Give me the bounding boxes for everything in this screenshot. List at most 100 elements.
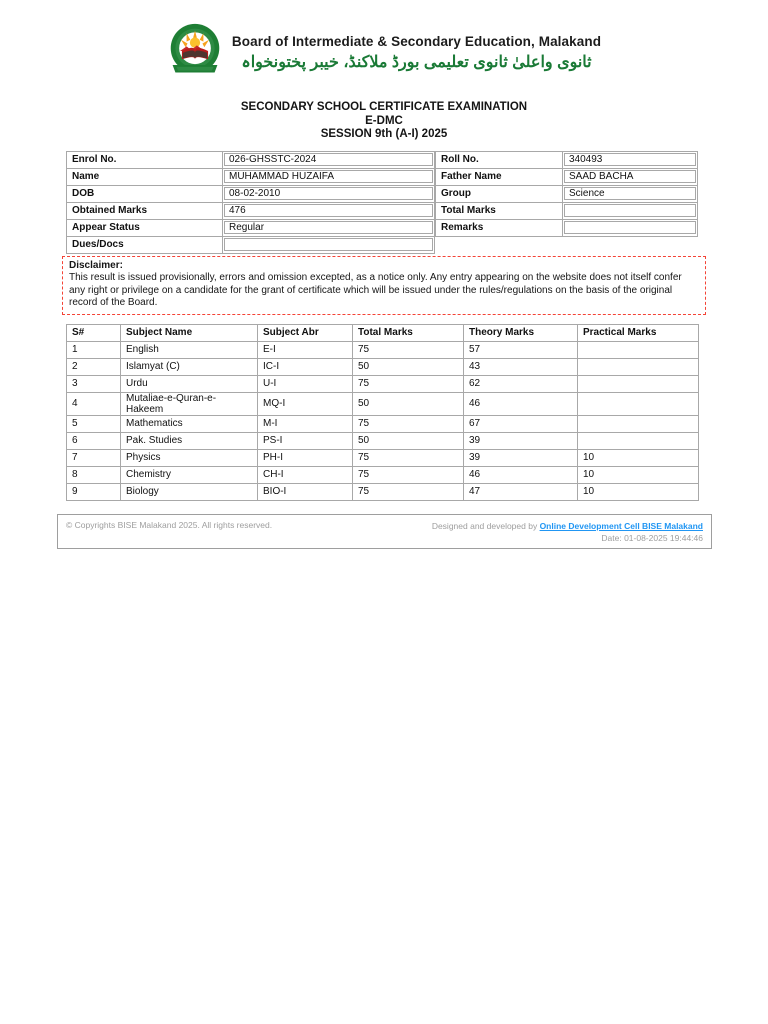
marks-row: 2 Islamyat (C) IC-I 50 43 (66, 357, 699, 376)
info-label: Father Name (435, 167, 563, 186)
marks-cell: Islamyat (C) (120, 357, 258, 376)
marks-row: 8 Chemistry CH-I 75 46 10 (66, 465, 699, 484)
marks-cell: 43 (463, 357, 578, 376)
marks-cell (577, 374, 699, 393)
session-title: SESSION 9th (A-I) 2025 (320, 128, 448, 140)
info-value: SAAD BACHA (564, 170, 696, 183)
student-info-section: Enrol No. 026-GHSSTC-2024 Name MUHAMMAD HUZ… (66, 150, 768, 254)
marks-cell: CH-I (257, 465, 353, 484)
info-value-cell: Science (562, 184, 698, 203)
online-development-cell-link[interactable]: Online Development Cell BISE Malakand (539, 520, 703, 531)
disclaimer-text: This result is issued provisionally, err… (69, 272, 682, 308)
info-row: DOB 08-02-2010 (66, 184, 435, 203)
marks-cell: 46 (463, 391, 578, 416)
marks-cell: 50 (352, 357, 464, 376)
marks-cell: PH-I (257, 448, 353, 467)
marks-cell: E-I (257, 340, 353, 359)
board-titles: Board of Intermediate & Secondary Educat… (232, 22, 601, 72)
info-label: Appear Status (66, 218, 223, 237)
marks-cell: 10 (577, 448, 699, 467)
marks-cell: 3 (66, 374, 121, 393)
marks-cell: IC-I (257, 357, 353, 376)
marks-cell: 57 (463, 340, 578, 359)
info-value-cell: SAAD BACHA (562, 167, 698, 186)
marks-cell: 5 (66, 414, 121, 433)
bise-malakand-logo-icon (170, 23, 220, 73)
marks-table: S# Subject Name Subject Abr Total Marks Theo… (66, 323, 699, 501)
board-name-urdu: ثانوی واعلیٰ ثانوی تعلیمی بورڈ ملاکنڈ، خ… (241, 54, 592, 71)
info-value-cell: Regular (222, 218, 435, 237)
board-name: Board of Intermediate & Secondary Educat… (231, 34, 602, 49)
info-row: Group Science (435, 184, 698, 203)
info-value-cell: 026-GHSSTC-2024 (222, 150, 435, 169)
student-info-table-right: Roll No. 340493 Father Name SAAD BACHA Group… (435, 150, 698, 237)
marks-cell: 75 (352, 465, 464, 484)
marks-cell: 75 (352, 414, 464, 433)
marks-cell: 7 (66, 448, 121, 467)
marks-cell: 46 (463, 465, 578, 484)
marks-cell: Chemistry (120, 465, 258, 484)
marks-row: 7 Physics PH-I 75 39 10 (66, 448, 699, 467)
info-row: Father Name SAAD BACHA (435, 167, 698, 186)
info-label: Group (435, 184, 563, 203)
info-value: MUHAMMAD HUZAIFA (224, 170, 433, 183)
info-value: 340493 (564, 153, 696, 166)
info-value: 026-GHSSTC-2024 (224, 153, 433, 166)
marks-cell: 10 (577, 465, 699, 484)
marks-cell (577, 357, 699, 376)
info-value-cell: 340493 (562, 150, 698, 169)
disclaimer-heading: Disclaimer: (69, 259, 123, 271)
document-title: SECONDARY SCHOOL CERTIFICATE EXAMINATION… (0, 101, 768, 142)
marks-cell: 75 (352, 482, 464, 501)
info-row: Enrol No. 026-GHSSTC-2024 (66, 150, 435, 169)
info-label: Remarks (435, 218, 563, 237)
info-row: Total Marks (435, 201, 698, 220)
marks-cell (577, 391, 699, 416)
designed-by-text: Designed and developed by (431, 520, 540, 531)
exam-title: SECONDARY SCHOOL CERTIFICATE EXAMINATION (240, 101, 528, 113)
marks-header: Practical Marks (577, 323, 699, 342)
marks-row: 3 Urdu U-I 75 62 (66, 374, 699, 393)
marks-cell: 39 (463, 448, 578, 467)
marks-cell: Mathematics (120, 414, 258, 433)
footer-date: Date: 01-08-2025 19:44:46 (601, 532, 703, 543)
marks-header: Subject Abr (257, 323, 353, 342)
marks-header: Subject Name (120, 323, 258, 342)
marks-row: 9 Biology BIO-I 75 47 10 (66, 482, 699, 501)
info-value: 476 (224, 204, 433, 217)
marks-row: 6 Pak. Studies PS-I 50 39 (66, 431, 699, 450)
marks-cell: MQ-I (257, 391, 353, 416)
info-row: Roll No. 340493 (435, 150, 698, 169)
marks-header: S# (66, 323, 121, 342)
marks-table-header-row: S# Subject Name Subject Abr Total Marks Theo… (66, 323, 699, 342)
info-value-cell: 08-02-2010 (222, 184, 435, 203)
marks-cell: Pak. Studies (120, 431, 258, 450)
marks-cell: English (120, 340, 258, 359)
info-value: 08-02-2010 (224, 187, 433, 200)
marks-cell: Biology (120, 482, 258, 501)
edmc-title: E-DMC (365, 114, 403, 127)
info-value: Science (564, 187, 696, 200)
info-value (224, 238, 433, 251)
info-label: Total Marks (435, 201, 563, 220)
info-label: Dues/Docs (66, 235, 223, 254)
info-label: Roll No. (435, 150, 563, 169)
marks-cell: Physics (120, 448, 258, 467)
info-value: Regular (224, 221, 433, 234)
student-info-table-left: Enrol No. 026-GHSSTC-2024 Name MUHAMMAD HUZ… (66, 150, 435, 254)
info-label: DOB (66, 184, 223, 203)
info-row: Remarks (435, 218, 698, 237)
info-label: Obtained Marks (66, 201, 223, 220)
info-row: Dues/Docs (66, 235, 435, 254)
info-value-cell: 476 (222, 201, 435, 220)
marks-cell: 75 (352, 448, 464, 467)
footer-bar: © Copyrights BISE Malakand 2025. All rig… (57, 513, 712, 549)
marks-cell: 4 (66, 391, 121, 416)
marks-row: 4 Mutaliae-e-Quran-e-Hakeem MQ-I 50 46 (66, 391, 699, 416)
disclaimer-box: Disclaimer: This result is issued provis… (62, 255, 706, 315)
marks-cell: 9 (66, 482, 121, 501)
marks-cell: 50 (352, 391, 464, 416)
marks-cell: Mutaliae-e-Quran-e-Hakeem (120, 391, 258, 416)
info-value-cell (222, 235, 435, 254)
